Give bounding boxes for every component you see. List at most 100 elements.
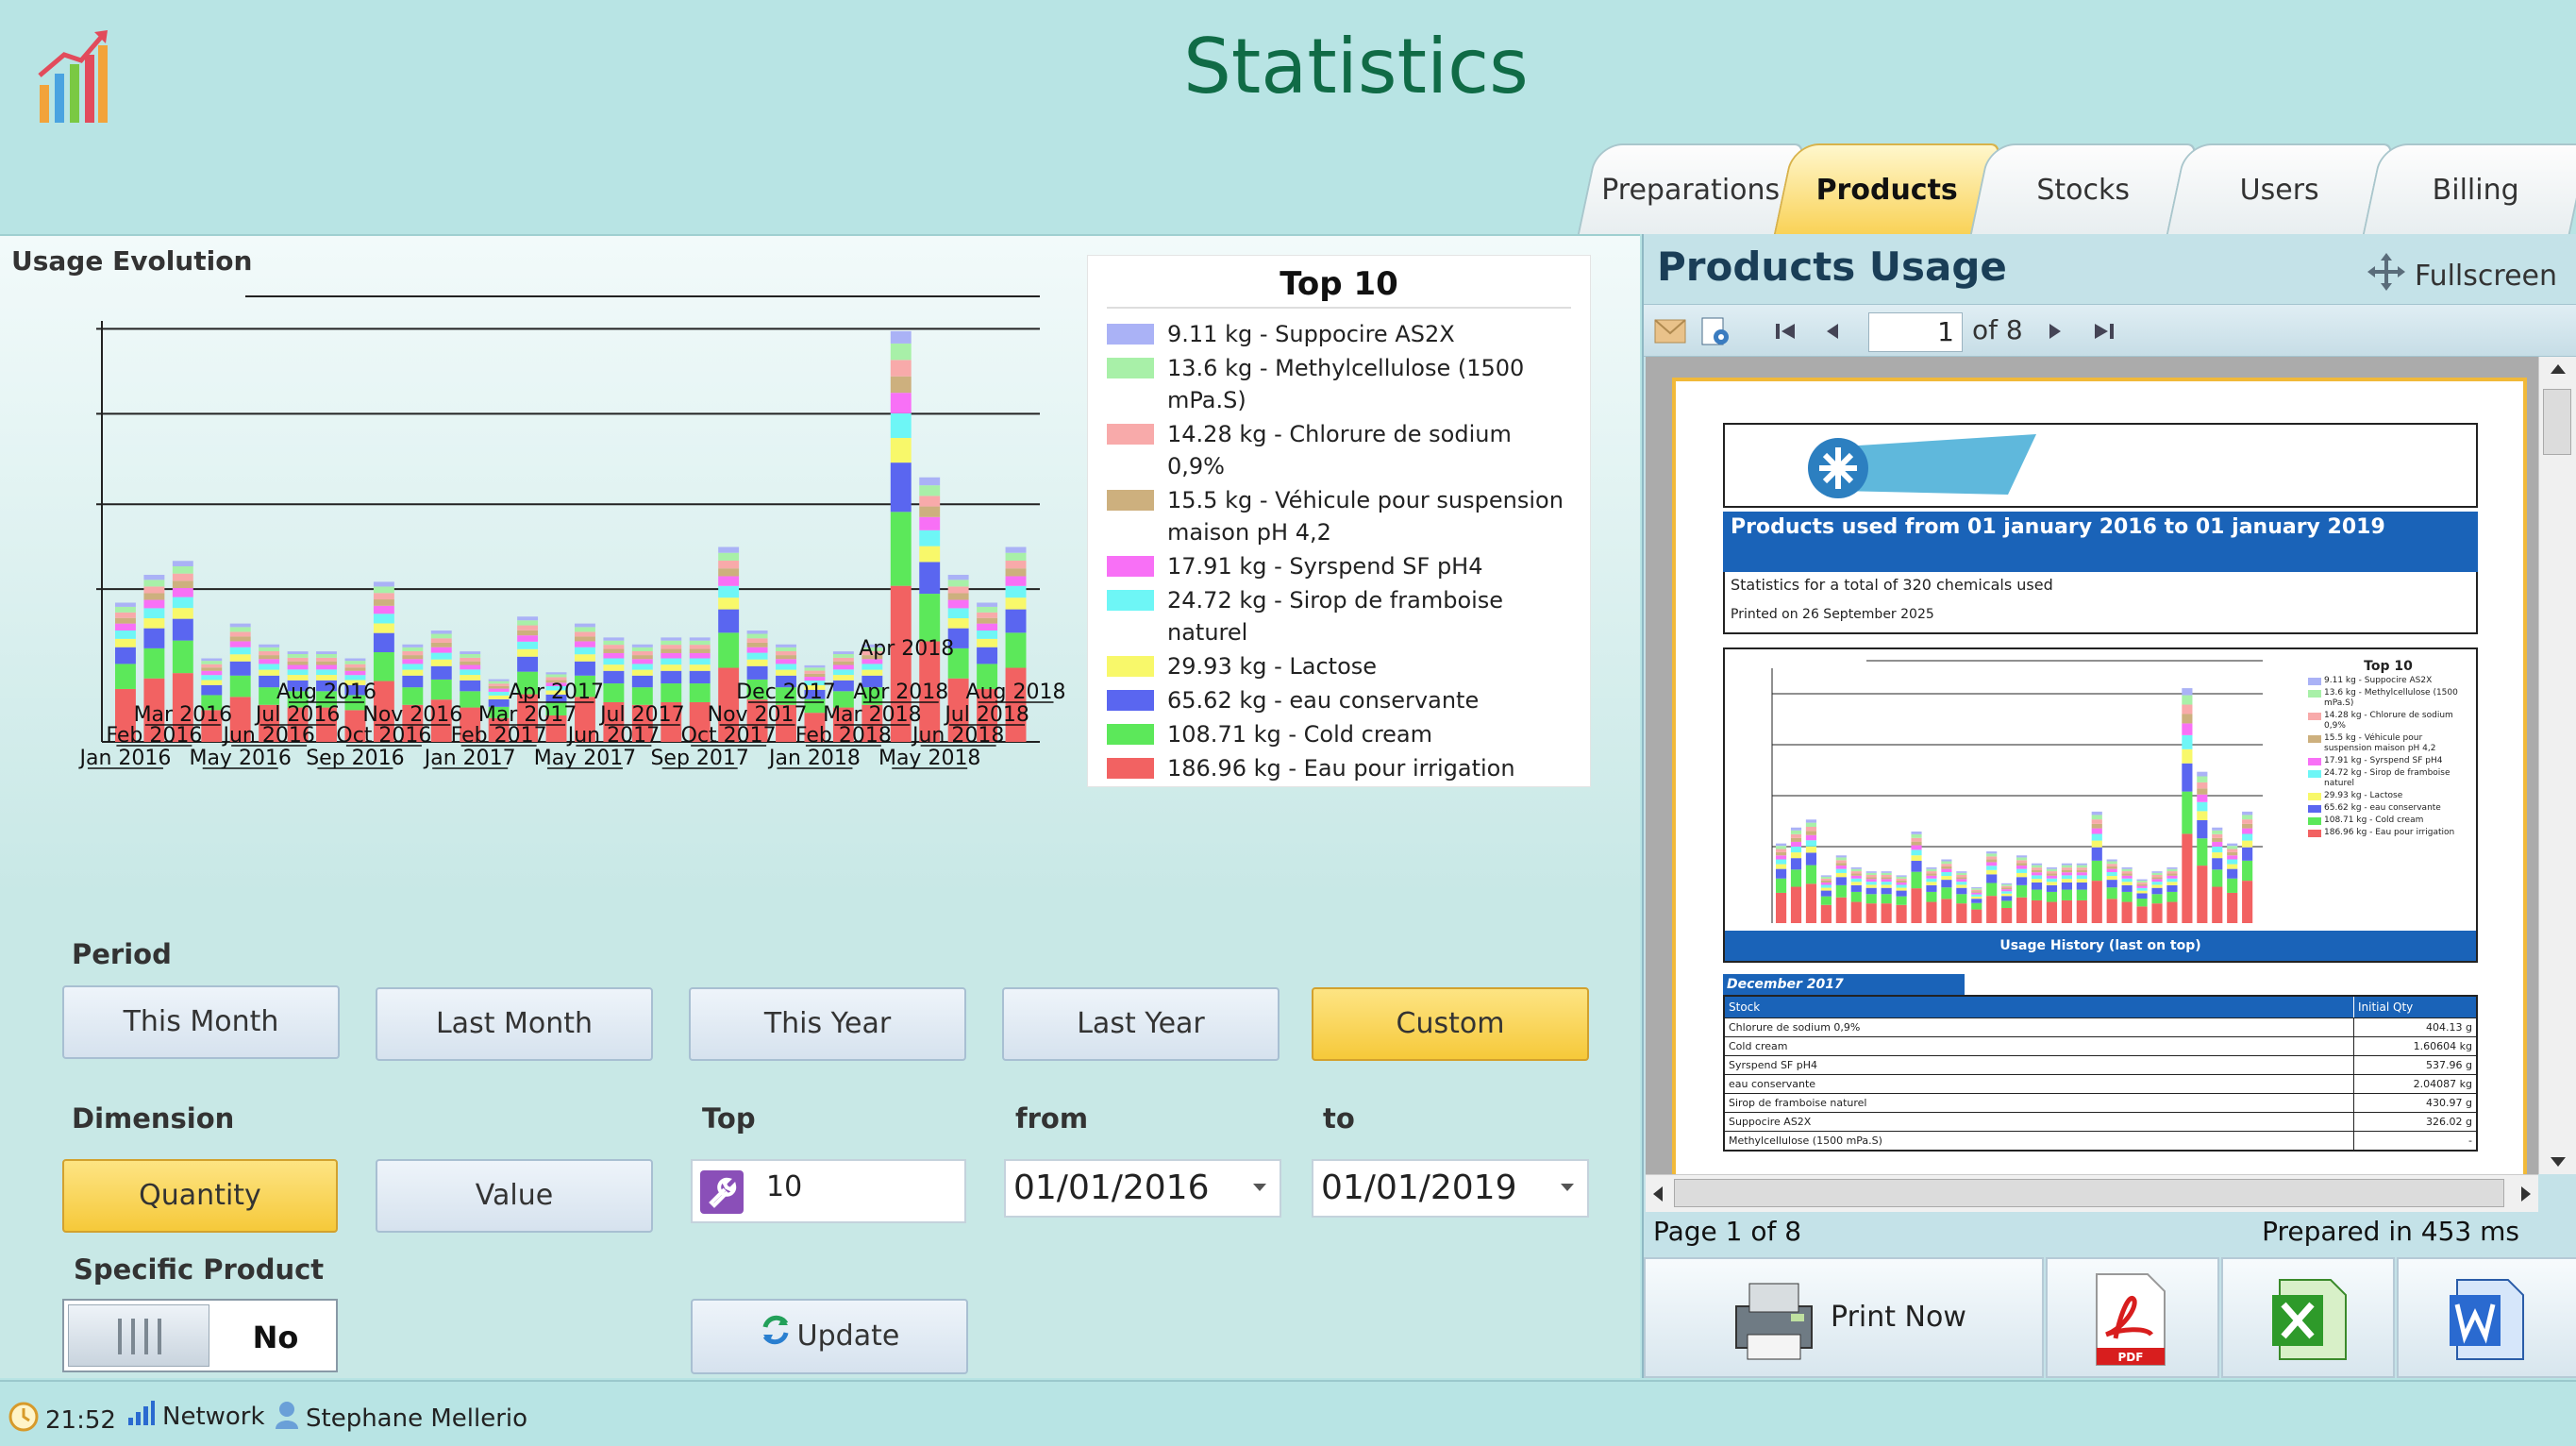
tab-products[interactable]: Products	[1773, 143, 2001, 234]
mini-chart-bar-segment	[2166, 882, 2178, 885]
vertical-scrollbar[interactable]	[2538, 357, 2576, 1174]
mini-chart-bar-segment	[2016, 855, 2028, 858]
report-viewer[interactable]: Products used from 01 january 2016 to 01…	[1646, 357, 2538, 1174]
mini-chart-bar-segment	[1835, 884, 1847, 898]
previous-page-icon[interactable]	[1815, 316, 1849, 346]
export-word-button[interactable]	[2397, 1257, 2576, 1378]
mini-chart-bar-segment	[2182, 763, 2193, 792]
mini-chart-bar-segment	[1941, 864, 1952, 866]
chart-bar-segment	[689, 648, 711, 653]
chart-bar-segment	[229, 623, 251, 628]
chevron-down-icon[interactable]	[1561, 1184, 1574, 1191]
mini-chart-bar-segment	[1820, 887, 1832, 891]
chart-bar-segment	[575, 627, 595, 632]
chart-bar-segment	[229, 636, 251, 642]
page-setup-icon[interactable]	[1698, 316, 1732, 346]
scroll-up-icon[interactable]	[2551, 364, 2566, 374]
page-number-input[interactable]: 1	[1868, 312, 1963, 352]
mini-chart-bar-segment	[1986, 896, 1998, 923]
mini-chart-bar-segment	[2046, 866, 2058, 869]
scroll-down-icon[interactable]	[2551, 1157, 2566, 1167]
scroll-thumb[interactable]	[2543, 389, 2571, 455]
mini-chart-bar-segment	[1805, 840, 1817, 847]
tab-stocks[interactable]: Stocks	[1969, 143, 2198, 234]
legend-item: 65.62 kg - eau conservante	[1107, 684, 1579, 716]
mini-chart-bar-segment	[1956, 887, 1967, 895]
chart-bar-segment	[460, 661, 481, 665]
chart-bar-segment	[344, 664, 366, 668]
printer-icon	[1727, 1272, 1821, 1370]
mini-chart-bar-segment	[1790, 858, 1802, 870]
legend-item-label: 108.71 kg - Cold cream	[1167, 721, 1433, 748]
chart-bar-segment	[115, 647, 136, 664]
scroll-left-icon[interactable]	[1653, 1186, 1663, 1202]
chart-bar-segment	[603, 664, 625, 671]
update-button[interactable]: Update	[691, 1299, 968, 1374]
mini-chart-bar-segment	[2106, 868, 2117, 872]
last-page-icon[interactable]	[2087, 316, 2121, 346]
email-icon[interactable]	[1653, 316, 1687, 346]
tab-preparations[interactable]: Preparations	[1577, 143, 1805, 234]
to-date-picker[interactable]: 01/01/2019	[1312, 1159, 1589, 1218]
scroll-right-icon[interactable]	[2521, 1186, 2531, 1202]
horizontal-scrollbar[interactable]	[1646, 1174, 2538, 1212]
tab-users[interactable]: Users	[2166, 143, 2394, 234]
chart-bar-segment	[316, 675, 337, 681]
export-excel-button[interactable]	[2221, 1257, 2395, 1378]
wrench-icon[interactable]	[700, 1170, 744, 1214]
chart-bar-segment	[143, 678, 165, 742]
first-page-icon[interactable]	[1768, 316, 1802, 346]
export-pdf-button[interactable]: PDF	[2046, 1257, 2219, 1378]
toggle-knob[interactable]	[68, 1304, 209, 1367]
mini-chart-bar-segment	[2091, 811, 2102, 815]
last-month-button[interactable]: Last Month	[376, 987, 653, 1061]
print-now-button[interactable]: Print Now	[1644, 1257, 2044, 1378]
chart-bar-segment	[861, 650, 883, 656]
legend-swatch	[2308, 805, 2321, 813]
chart-bar-segment	[631, 647, 653, 651]
legend-item-label: 13.6 kg - Methylcellulose (1500 mPa.S)	[1167, 355, 1525, 413]
chart-bar-segment	[517, 648, 539, 657]
last-year-button[interactable]: Last Year	[1002, 987, 1280, 1061]
next-page-icon[interactable]	[2038, 316, 2072, 346]
quantity-button[interactable]: Quantity	[62, 1159, 338, 1233]
this-month-button[interactable]: This Month	[62, 985, 340, 1059]
from-date-value: 01/01/2016	[1013, 1169, 1210, 1207]
from-date-picker[interactable]: 01/01/2016	[1004, 1159, 1281, 1218]
mini-chart-bar-segment	[1941, 880, 1952, 888]
mini-chart-bar-segment	[2121, 882, 2133, 885]
chart-bar-segment	[804, 667, 826, 671]
chart-bar-segment	[430, 647, 452, 653]
mini-chart-bar-segment	[2046, 871, 2058, 874]
chart-bar-segment	[947, 678, 969, 742]
mini-chart-bar-segment	[1971, 902, 1982, 910]
this-year-button[interactable]: This Year	[689, 987, 966, 1061]
scroll-thumb[interactable]	[1674, 1179, 2504, 1207]
custom-period-button[interactable]: Custom	[1312, 987, 1589, 1061]
mini-chart-bar-segment	[2091, 815, 2102, 820]
chart-tick-label: Mar 2018	[823, 703, 922, 727]
chart-bar-segment	[919, 562, 941, 595]
mini-chart-bar-segment	[1820, 875, 1832, 877]
value-button[interactable]: Value	[376, 1159, 653, 1233]
chart-bar-segment	[143, 586, 165, 594]
chart-bar-segment	[832, 661, 854, 665]
fullscreen-button[interactable]: Fullscreen	[2366, 251, 2557, 300]
legend-swatch	[1107, 758, 1154, 779]
mini-chart-bar-segment	[1835, 877, 1847, 885]
top-count-input[interactable]: 10	[691, 1159, 966, 1223]
chart-bar-segment	[430, 633, 452, 639]
chart-bar-segment	[201, 670, 223, 676]
mini-chart-bar-segment	[1776, 878, 1787, 893]
mini-chart-bar-segment	[2031, 863, 2043, 866]
legend-item: 13.6 kg - Methylcellulose (1500 mPa.S)	[1107, 352, 1579, 416]
tab-billing[interactable]: Billing	[2362, 143, 2576, 234]
mini-chart-bar-segment	[1790, 886, 1802, 923]
chart-bar-segment	[977, 612, 998, 618]
mini-chart-bar-segment	[1911, 837, 1922, 842]
chart-bar-segment	[947, 608, 969, 619]
chevron-down-icon[interactable]	[1253, 1184, 1266, 1191]
specific-product-toggle[interactable]: No	[62, 1299, 338, 1372]
chart-bar-segment	[402, 704, 424, 742]
mini-chart-bar-segment	[2151, 882, 2163, 885]
